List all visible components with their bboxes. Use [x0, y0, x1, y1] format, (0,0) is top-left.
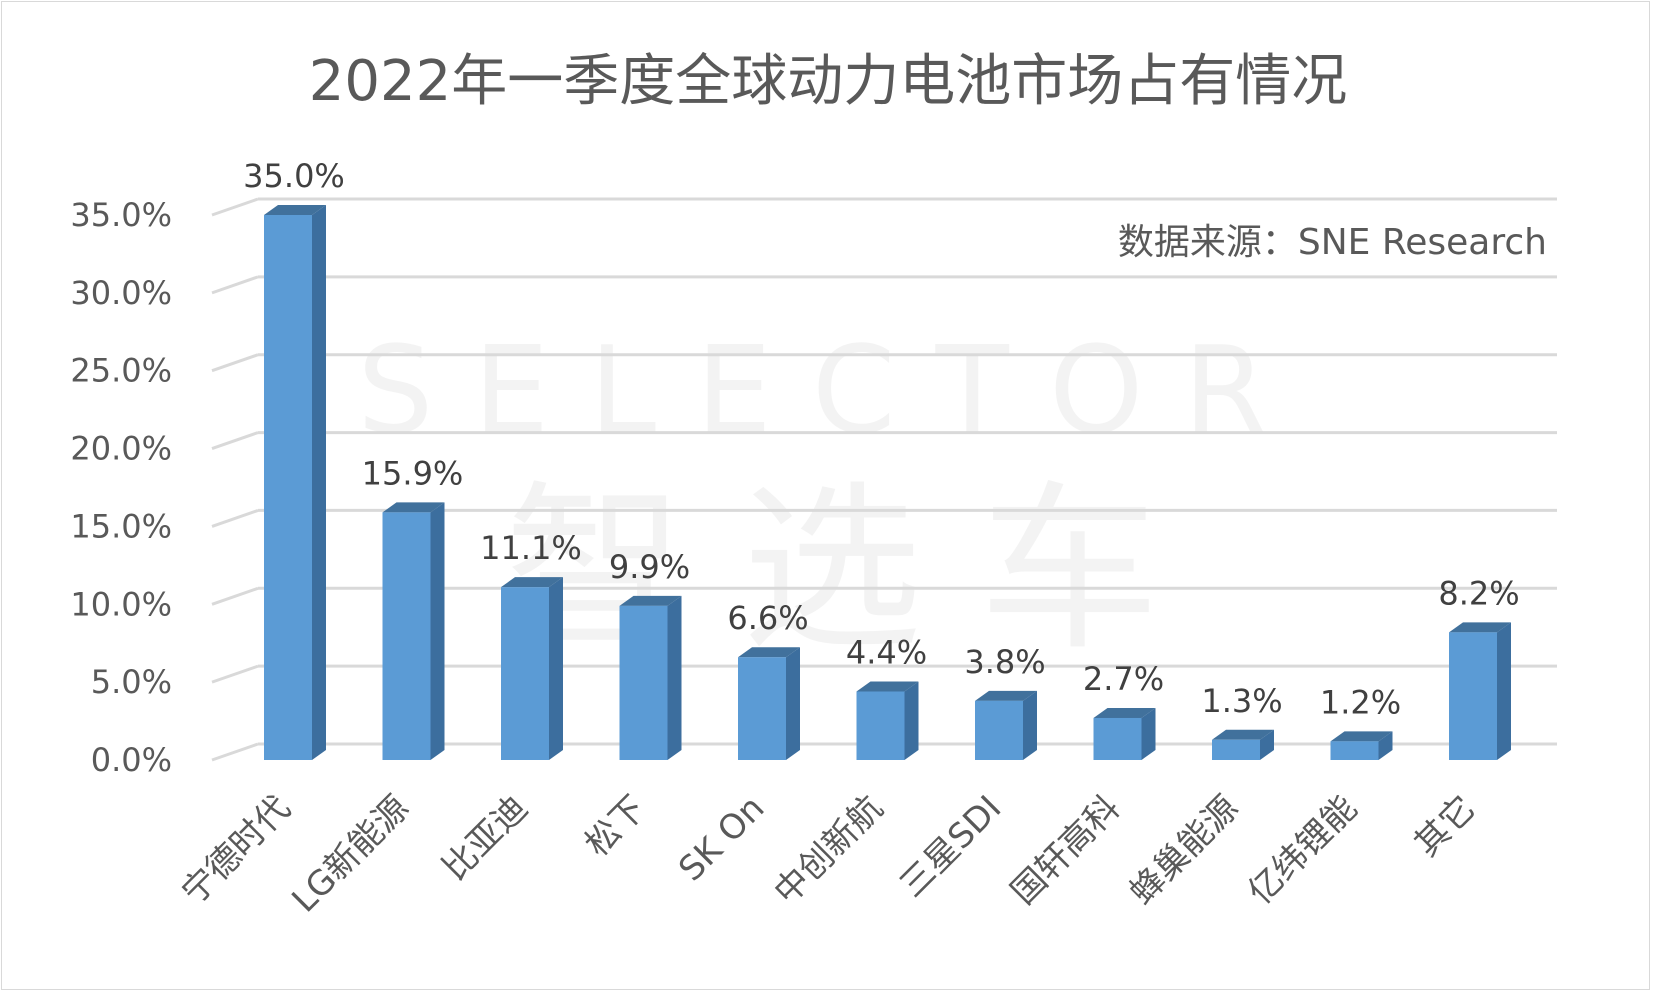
- data-label: 3.8%: [964, 643, 1045, 681]
- bar: [1330, 731, 1393, 760]
- data-label: 15.9%: [362, 454, 464, 492]
- bar-front: [1449, 632, 1497, 760]
- y-tick-label: 25.0%: [70, 352, 172, 390]
- data-label: 2.7%: [1083, 660, 1164, 698]
- data-label: 35.0%: [243, 157, 345, 195]
- chart-title: 2022年一季度全球动力电池市场占有情况: [309, 49, 1348, 114]
- gridline-depth: [211, 586, 259, 606]
- bar-side: [1497, 622, 1511, 760]
- bar-top: [1449, 622, 1511, 633]
- gridline-depth: [211, 509, 259, 528]
- bar-side: [430, 502, 445, 760]
- bar-side: [667, 595, 682, 760]
- x-tick-label: 松下: [577, 788, 653, 864]
- bar-front: [1330, 741, 1379, 760]
- watermark-top: SELECTOR: [357, 322, 1307, 461]
- bar-front: [975, 700, 1023, 760]
- x-tick-label: 中创新航: [766, 788, 890, 912]
- gridline-depth: [211, 742, 259, 762]
- bar-side: [1378, 731, 1393, 760]
- bar: [1449, 622, 1511, 760]
- bar: [1212, 729, 1274, 760]
- watermark-bottom: 智 选 车: [505, 466, 1159, 675]
- bar-top: [1093, 707, 1156, 718]
- bar-front: [856, 691, 905, 760]
- bar-side: [549, 577, 563, 760]
- bar-top: [264, 205, 326, 215]
- bar-top: [738, 647, 800, 658]
- bar-front: [264, 215, 312, 760]
- watermark: SELECTOR 智 选 车: [357, 322, 1307, 675]
- bar-top: [1330, 731, 1393, 742]
- x-tick-label: 三星SDI: [892, 788, 1009, 905]
- bar: [382, 502, 445, 760]
- bar-front: [619, 605, 668, 760]
- bar-top: [1212, 729, 1274, 740]
- bar-front: [738, 657, 786, 760]
- y-axis: 0.0% 5.0% 10.0% 15.0% 20.0% 25.0% 30.0% 35.0%: [70, 196, 172, 779]
- bar-side: [1023, 690, 1037, 760]
- data-label: 1.2%: [1320, 683, 1401, 721]
- x-tick-label: 亿纬锂能: [1240, 788, 1364, 912]
- y-tick-label: 35.0%: [70, 196, 172, 234]
- bar-top: [975, 690, 1037, 701]
- x-tick-label: 其它: [1407, 788, 1483, 864]
- x-tick-label: 蜂巢能源: [1122, 788, 1246, 912]
- data-label: 1.3%: [1201, 682, 1282, 720]
- data-label: 6.6%: [727, 599, 808, 637]
- gridline-depth: [211, 197, 259, 217]
- y-tick-label: 10.0%: [70, 585, 172, 623]
- x-tick-label: 国轩高科: [1003, 788, 1127, 912]
- bar: [501, 577, 563, 760]
- data-label: 8.2%: [1438, 574, 1519, 612]
- bar-top: [619, 595, 682, 606]
- x-tick-label: 宁德时代: [174, 788, 298, 912]
- bar: [738, 647, 800, 760]
- bar-front: [1212, 739, 1260, 760]
- gridline-depth: [211, 353, 259, 373]
- gridline-depth: [211, 431, 259, 450]
- bar-side: [1141, 707, 1156, 760]
- bar-top: [856, 681, 919, 692]
- gridlines: [211, 197, 1557, 762]
- bar: [975, 690, 1037, 760]
- bar-top: [501, 577, 563, 588]
- gridline-depth: [211, 664, 259, 684]
- data-label: 4.4%: [846, 633, 927, 671]
- y-tick-label: 0.0%: [91, 741, 172, 779]
- data-labels: 35.0% 15.9% 11.1% 9.9% 6.6% 4.4% 3.8% 2.7% 1.3% 1…: [243, 157, 1519, 721]
- bars: [264, 205, 1511, 760]
- y-tick-label: 30.0%: [70, 274, 172, 312]
- y-tick-label: 15.0%: [70, 507, 172, 545]
- x-tick-label: 比亚迪: [435, 788, 535, 888]
- bar-front: [382, 512, 431, 760]
- gridline-depth: [211, 275, 259, 295]
- bar: [264, 205, 326, 760]
- bar-front: [1093, 717, 1142, 760]
- bar: [1093, 707, 1156, 760]
- bar-side: [904, 681, 919, 760]
- x-tick-label: SK On: [671, 788, 772, 889]
- bar-front: [501, 587, 549, 760]
- data-label: 11.1%: [480, 529, 582, 567]
- x-tick-label: LG新能源: [284, 788, 416, 920]
- data-label: 9.9%: [609, 548, 690, 586]
- bar-side: [312, 205, 326, 760]
- y-tick-label: 20.0%: [70, 430, 172, 468]
- bar: [619, 595, 682, 760]
- bar-side: [1260, 729, 1274, 760]
- bar: [856, 681, 919, 760]
- bar-top: [382, 502, 445, 513]
- bar-side: [786, 647, 800, 760]
- y-tick-label: 5.0%: [91, 663, 172, 701]
- source-note: 数据来源：SNE Research: [1118, 222, 1547, 263]
